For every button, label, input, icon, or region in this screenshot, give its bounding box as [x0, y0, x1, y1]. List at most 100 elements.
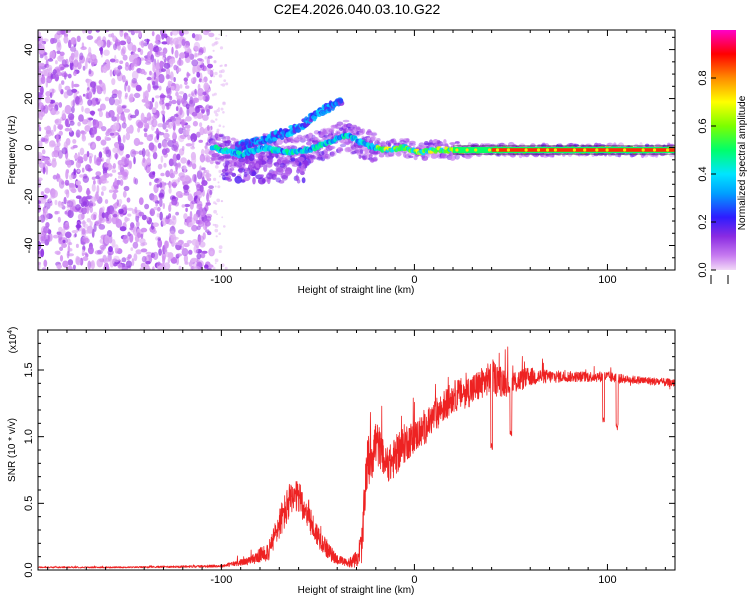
spectrogram-branch-mark	[327, 106, 332, 112]
spectrogram-noise-mark	[131, 78, 138, 84]
spectrogram-noise-mark	[58, 83, 62, 92]
spectrogram-noise-mark	[173, 64, 178, 71]
spectrogram-halo-mark	[397, 150, 403, 156]
spectrogram-noise-mark	[96, 85, 101, 94]
spectrogram-noise-mark	[78, 196, 83, 205]
spectrogram-noise-mark	[213, 60, 217, 64]
spectrogram-halo-mark	[454, 141, 460, 144]
spectrogram-noise-mark	[173, 77, 176, 82]
spectrogram-halo-mark	[228, 143, 233, 146]
spectrogram-noise-mark	[40, 86, 44, 95]
spectrogram-noise-mark	[39, 162, 45, 169]
spectrogram-noise-mark	[209, 80, 212, 84]
spectrogram-noise-mark	[121, 257, 127, 263]
snr-scale-factor: (x104)	[7, 327, 19, 354]
spectrogram-noise-mark	[92, 86, 96, 95]
spectrogram-noise-mark	[67, 113, 75, 121]
spectrogram-noise-mark	[61, 109, 66, 120]
spectrogram-noise-mark	[122, 75, 126, 83]
spectrogram-noise-mark	[193, 213, 199, 222]
spectrogram-noise-mark	[173, 113, 179, 118]
spectrogram-noise-mark	[130, 222, 135, 229]
spectrogram-noise-mark	[218, 33, 220, 36]
spectrogram-noise-mark	[176, 95, 183, 101]
spectrogram-noise-mark	[56, 50, 61, 54]
spectrogram-halo-mark	[293, 137, 300, 143]
spectrogram-cluster-mark	[229, 167, 235, 171]
spectrogram-noise-mark	[206, 215, 212, 222]
spectrogram-noise-mark	[216, 198, 221, 203]
spectrogram-noise-mark	[38, 83, 41, 91]
spectrogram-noise-mark	[69, 183, 76, 192]
spectrogram-noise-mark	[66, 30, 71, 33]
spectrogram-noise-mark	[146, 112, 152, 121]
spectrogram-noise-mark	[193, 244, 199, 254]
spectrogram-noise-mark	[188, 222, 194, 227]
spectrogram-noise-mark	[82, 219, 86, 228]
spectrogram-noise-mark	[87, 87, 90, 91]
spectrogram-core-dot	[666, 148, 670, 152]
spectrogram-halo-mark	[345, 146, 353, 152]
spectrogram-noise-mark	[223, 102, 225, 104]
spectrogram-noise-mark	[105, 149, 112, 158]
spectrogram-noise-mark	[38, 102, 44, 110]
spectrogram-noise-mark	[77, 62, 82, 70]
spectrogram-noise-mark	[72, 264, 76, 270]
spectrogram-noise-mark	[113, 43, 117, 51]
spectrogram-noise-mark	[61, 147, 68, 155]
spectrogram-noise-mark	[132, 226, 139, 236]
spectrogram-noise-mark	[75, 257, 82, 266]
spectrogram-halo-mark	[330, 150, 337, 157]
spectrogram-noise-mark	[222, 111, 225, 114]
spectrogram-noise-mark	[183, 165, 187, 173]
spectrogram-noise-mark	[174, 242, 182, 246]
spectrogram-noise-mark	[129, 114, 137, 119]
spectrogram-noise-mark	[87, 164, 92, 173]
spectrogram-halo-mark	[347, 124, 355, 128]
spectrogram-noise-mark	[78, 97, 84, 106]
spectrogram-noise-mark	[92, 119, 100, 129]
spectrogram-noise-mark	[185, 116, 192, 122]
spectrogram-noise-mark	[112, 163, 116, 169]
spectrogram-noise-mark	[185, 177, 193, 184]
spectrogram-noise-mark	[158, 192, 164, 198]
spectrogram-noise-mark	[58, 124, 63, 131]
spectrogram-noise-mark	[52, 174, 58, 180]
spectrogram-noise-mark	[87, 120, 92, 128]
spectrogram-noise-mark	[57, 177, 63, 183]
spectrogram-noise-mark	[196, 131, 201, 138]
spectrogram-core-dot	[652, 148, 657, 152]
spectrogram-noise-mark	[206, 125, 210, 131]
spectrogram-noise-mark	[163, 62, 171, 69]
spectrogram-noise-mark	[111, 239, 116, 248]
spectrogram-noise-mark	[121, 122, 127, 129]
spectrogram-noise-mark	[141, 214, 147, 221]
spectrogram-noise-mark	[117, 65, 123, 70]
spectrogram-noise-mark	[57, 216, 61, 223]
spectrogram-noise-mark	[99, 244, 107, 250]
spectrogram-noise-mark	[165, 102, 170, 107]
spectrogram-noise-mark	[218, 37, 220, 40]
spectrogram-noise-mark	[165, 129, 169, 133]
spectrogram-noise-mark	[169, 230, 176, 239]
spectrogram-noise-mark	[82, 65, 86, 71]
spectrogram-noise-mark	[186, 71, 190, 79]
colorbar-tick-label: 0.2	[697, 214, 709, 229]
spectrogram-noise-mark	[149, 42, 153, 53]
spectrogram-noise-mark	[191, 224, 198, 232]
spectrogram-halo-mark	[441, 154, 448, 159]
spectrogram-halo-mark	[359, 149, 364, 154]
spectrogram-noise-mark	[104, 262, 109, 270]
spectrogram-noise-mark	[211, 188, 214, 191]
spectrogram-noise-mark	[175, 119, 182, 127]
spectrogram-noise-mark	[154, 101, 159, 109]
spectrogram-noise-mark	[175, 91, 179, 97]
spectrogram-noise-mark	[91, 183, 96, 192]
spectrogram-noise-mark	[134, 109, 139, 117]
spectrogram-cluster-mark	[268, 159, 273, 164]
spectrogram-noise-mark	[178, 30, 184, 35]
spectrogram-noise-mark	[108, 246, 113, 253]
spectrogram-noise-mark	[76, 35, 81, 42]
spectrogram-noise-mark	[119, 60, 124, 64]
spectrogram-noise-mark	[147, 52, 150, 61]
